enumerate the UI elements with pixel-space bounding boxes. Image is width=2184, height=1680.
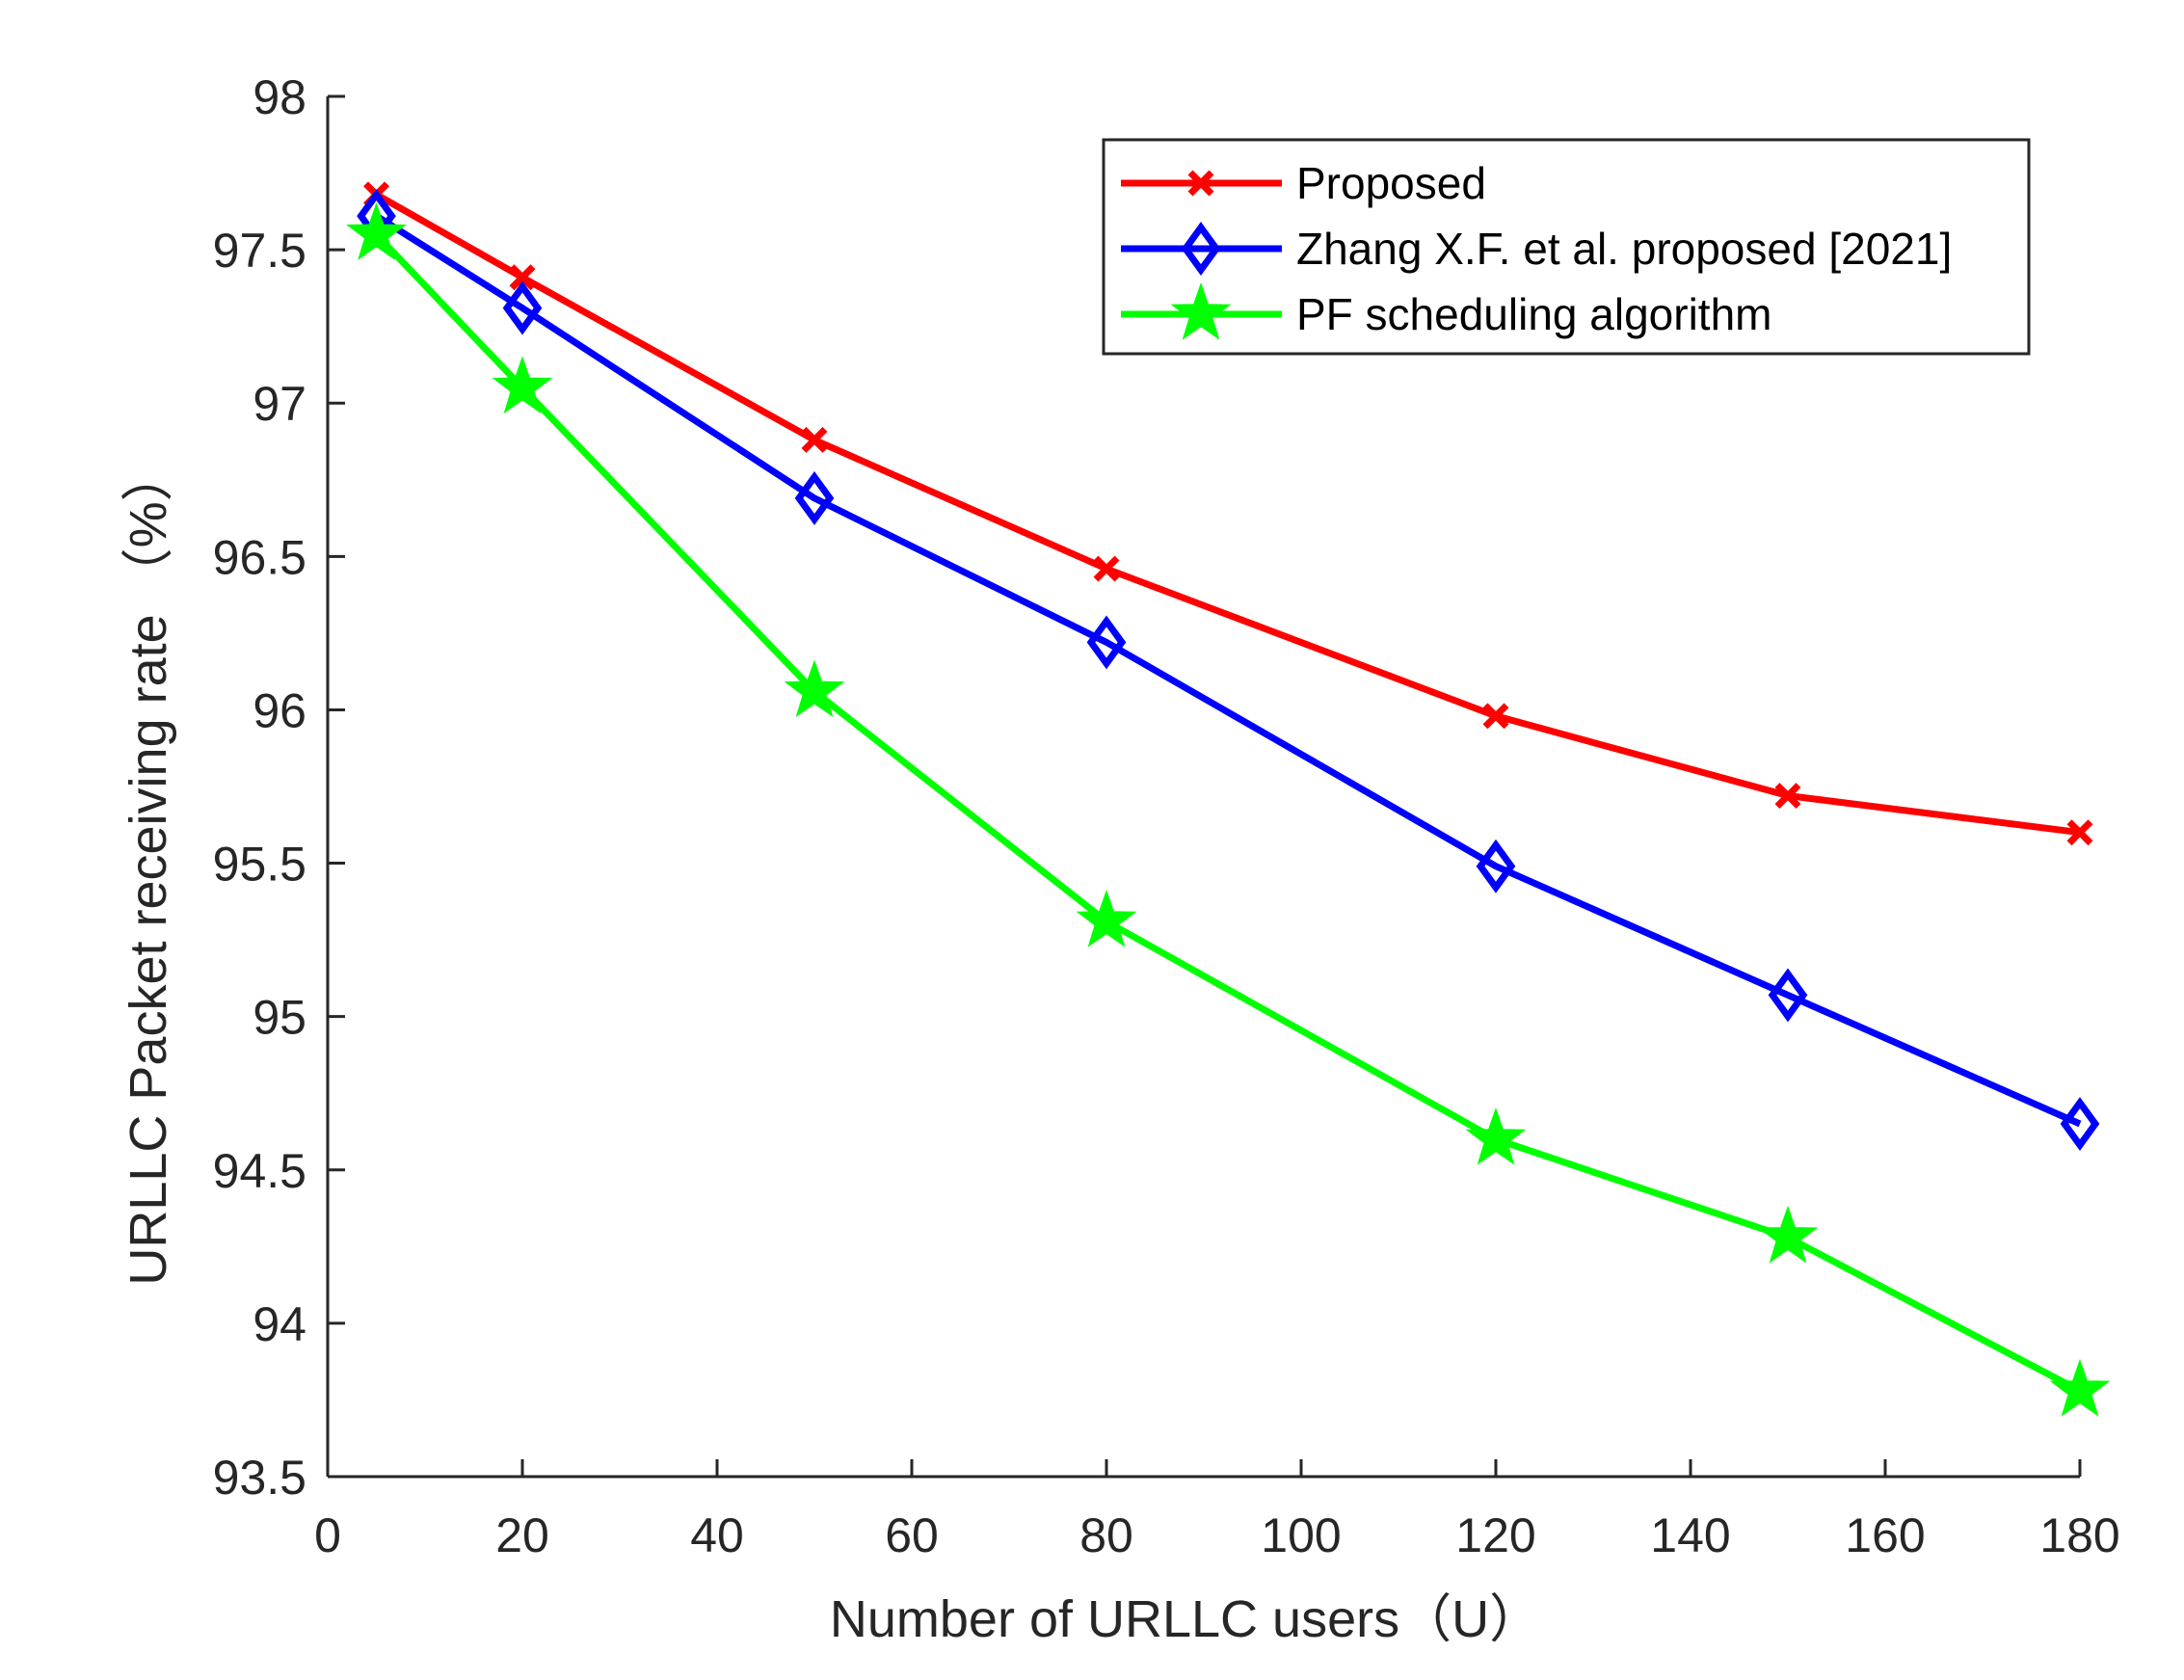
x-stroke xyxy=(509,264,536,291)
x-tick-label: 60 xyxy=(885,1508,939,1562)
legend-label: PF scheduling algorithm xyxy=(1296,289,1771,339)
data-point xyxy=(1774,783,1801,810)
legend-entry-1: Proposed xyxy=(1121,158,1486,208)
series-layer xyxy=(346,181,2111,1417)
data-point xyxy=(2049,1358,2111,1417)
x-tick-label: 180 xyxy=(2039,1508,2119,1562)
legend-marker xyxy=(1170,281,1232,340)
y-tick-label: 94.5 xyxy=(213,1144,306,1198)
x-tick-label: 20 xyxy=(495,1508,549,1562)
y-tick-label: 95.5 xyxy=(213,838,306,892)
data-point xyxy=(801,426,828,453)
x-tick-label: 80 xyxy=(1079,1508,1133,1562)
y-tick-label: 96.5 xyxy=(213,530,306,584)
x-tick-label: 100 xyxy=(1261,1508,1341,1562)
x-tick-label: 120 xyxy=(1455,1508,1535,1562)
data-point xyxy=(1076,889,1137,947)
y-tick-label: 93.5 xyxy=(213,1451,306,1505)
data-point xyxy=(794,470,835,525)
x-stroke xyxy=(1187,170,1214,197)
x-axis-title: Number of URLLC users（U） xyxy=(830,1590,1541,1648)
data-point xyxy=(346,202,407,260)
data-point xyxy=(1482,703,1509,730)
y-tick-label: 97.5 xyxy=(213,224,306,278)
legend-entry-3: PF scheduling algorithm xyxy=(1121,281,1771,340)
data-point xyxy=(2066,819,2093,846)
x-stroke xyxy=(1482,703,1509,730)
data-point xyxy=(1476,839,1516,893)
legend-marker xyxy=(1181,222,1221,276)
legend: Proposed Zhang X.F. et al. proposed [2021… xyxy=(1102,138,2031,356)
axes-layer: 0 20 40 60 80 100 120 140 160 180 93.5 94 94.5 95 95.5… xyxy=(213,70,2120,1562)
legend-label: Proposed xyxy=(1296,158,1486,208)
data-point xyxy=(1093,555,1120,582)
y-tick-label: 94 xyxy=(253,1297,306,1351)
x-stroke xyxy=(801,426,828,453)
legend-label: Zhang X.F. et al. proposed [2021] xyxy=(1296,224,1952,274)
data-point xyxy=(2060,1097,2100,1151)
y-axis-title: URLLC Packet receiving rate （%） xyxy=(120,449,177,1285)
y-tick-label: 95 xyxy=(253,991,306,1045)
x-tick-label: 140 xyxy=(1650,1508,1730,1562)
series-1 xyxy=(363,181,2093,846)
data-point xyxy=(1465,1107,1527,1165)
x-tick-label: 0 xyxy=(314,1508,341,1562)
x-stroke xyxy=(2066,819,2093,846)
series-3 xyxy=(346,202,2111,1417)
y-tick-label: 97 xyxy=(253,377,306,431)
data-point xyxy=(1086,615,1127,670)
y-tick-label: 96 xyxy=(253,683,306,737)
y-tick-label: 98 xyxy=(253,70,306,124)
x-tick-label: 160 xyxy=(1845,1508,1925,1562)
data-point xyxy=(1757,1205,1819,1264)
legend-entry-2: Zhang X.F. et al. proposed [2021] xyxy=(1121,222,1952,276)
x-stroke xyxy=(1093,555,1120,582)
data-point xyxy=(492,356,553,414)
data-point xyxy=(509,264,536,291)
x-stroke xyxy=(1774,783,1801,810)
data-point xyxy=(784,659,845,718)
series-line xyxy=(373,231,2082,1394)
legend-marker xyxy=(1187,170,1214,197)
series-line xyxy=(374,213,2082,1128)
x-tick-label: 40 xyxy=(690,1508,744,1562)
data-point xyxy=(1768,968,1808,1023)
data-point xyxy=(502,280,543,335)
